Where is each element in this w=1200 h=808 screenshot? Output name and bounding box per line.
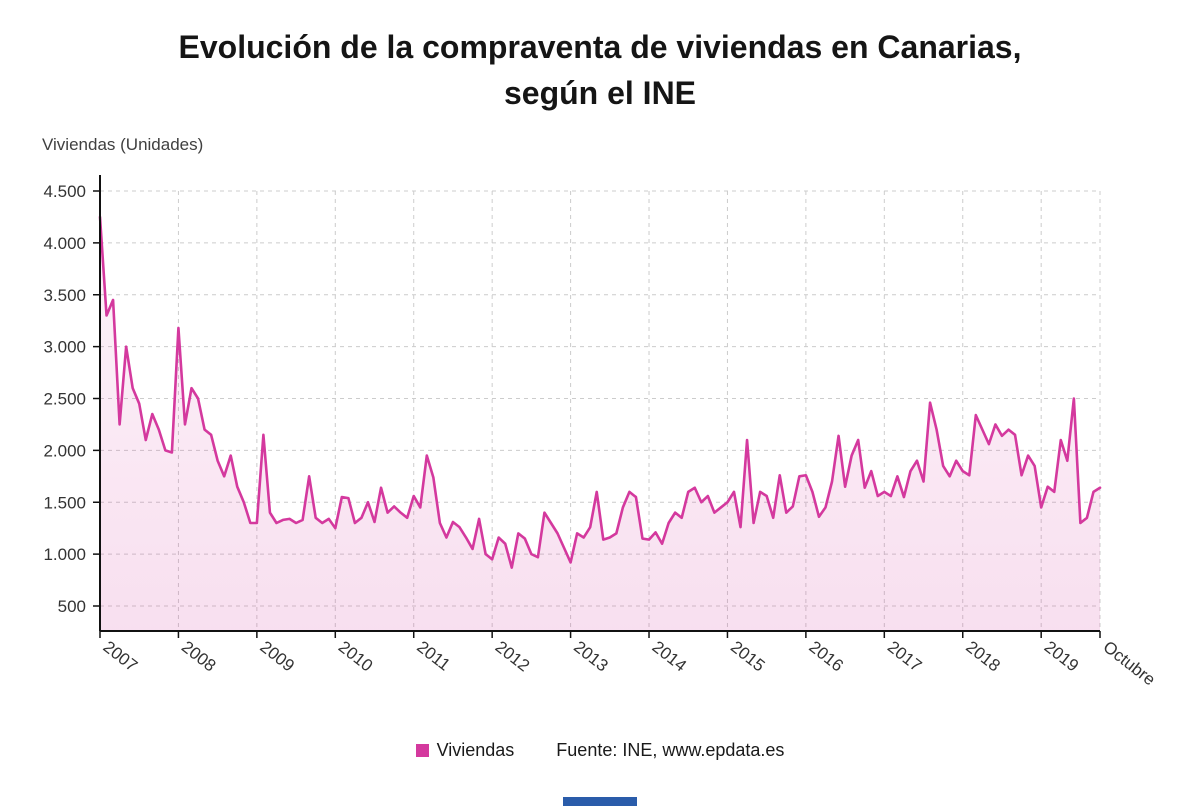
svg-text:4.000: 4.000 [43,234,86,253]
footer-bar [563,797,637,806]
svg-text:2019: 2019 [1041,637,1083,675]
viviendas-area-chart: 500 1.000 1.500 2.000 2.500 3.000 3.500 4.000 4.… [43,174,1159,689]
svg-text:2.000: 2.000 [43,441,86,460]
svg-text:2010: 2010 [335,637,377,675]
legend: Viviendas Fuente: INE, www.epdata.es [0,740,1200,761]
svg-text:2008: 2008 [178,637,220,675]
source-text: Fuente: INE, www.epdata.es [556,739,785,760]
legend-swatch [415,743,429,757]
svg-text:2009: 2009 [256,637,298,675]
title-line-2: según el INE [503,75,697,112]
svg-text:2014: 2014 [649,637,691,675]
svg-text:2013: 2013 [570,637,612,675]
svg-text:500: 500 [58,597,86,616]
svg-text:2.500: 2.500 [43,389,86,408]
page-title: Evolución de la compraventa de viviendas… [0,0,1200,117]
title-line-1: Evolución de la compraventa de viviendas… [178,29,1022,65]
legend-label: Viviendas [436,739,515,760]
svg-text:2011: 2011 [413,637,454,674]
y-axis-title: Viviendas (Unidades) [42,134,204,154]
svg-text:2007: 2007 [100,637,142,675]
svg-text:2015: 2015 [727,637,769,675]
svg-text:1.500: 1.500 [43,493,86,512]
svg-text:Octubre: Octubre [1100,637,1159,689]
svg-text:1.000: 1.000 [43,545,86,564]
svg-text:2012: 2012 [492,637,534,675]
svg-text:2016: 2016 [805,637,847,675]
svg-text:3.500: 3.500 [43,286,86,305]
svg-text:2017: 2017 [884,637,926,675]
svg-text:2018: 2018 [962,637,1004,675]
svg-text:3.000: 3.000 [43,337,86,356]
svg-text:4.500: 4.500 [43,182,86,201]
